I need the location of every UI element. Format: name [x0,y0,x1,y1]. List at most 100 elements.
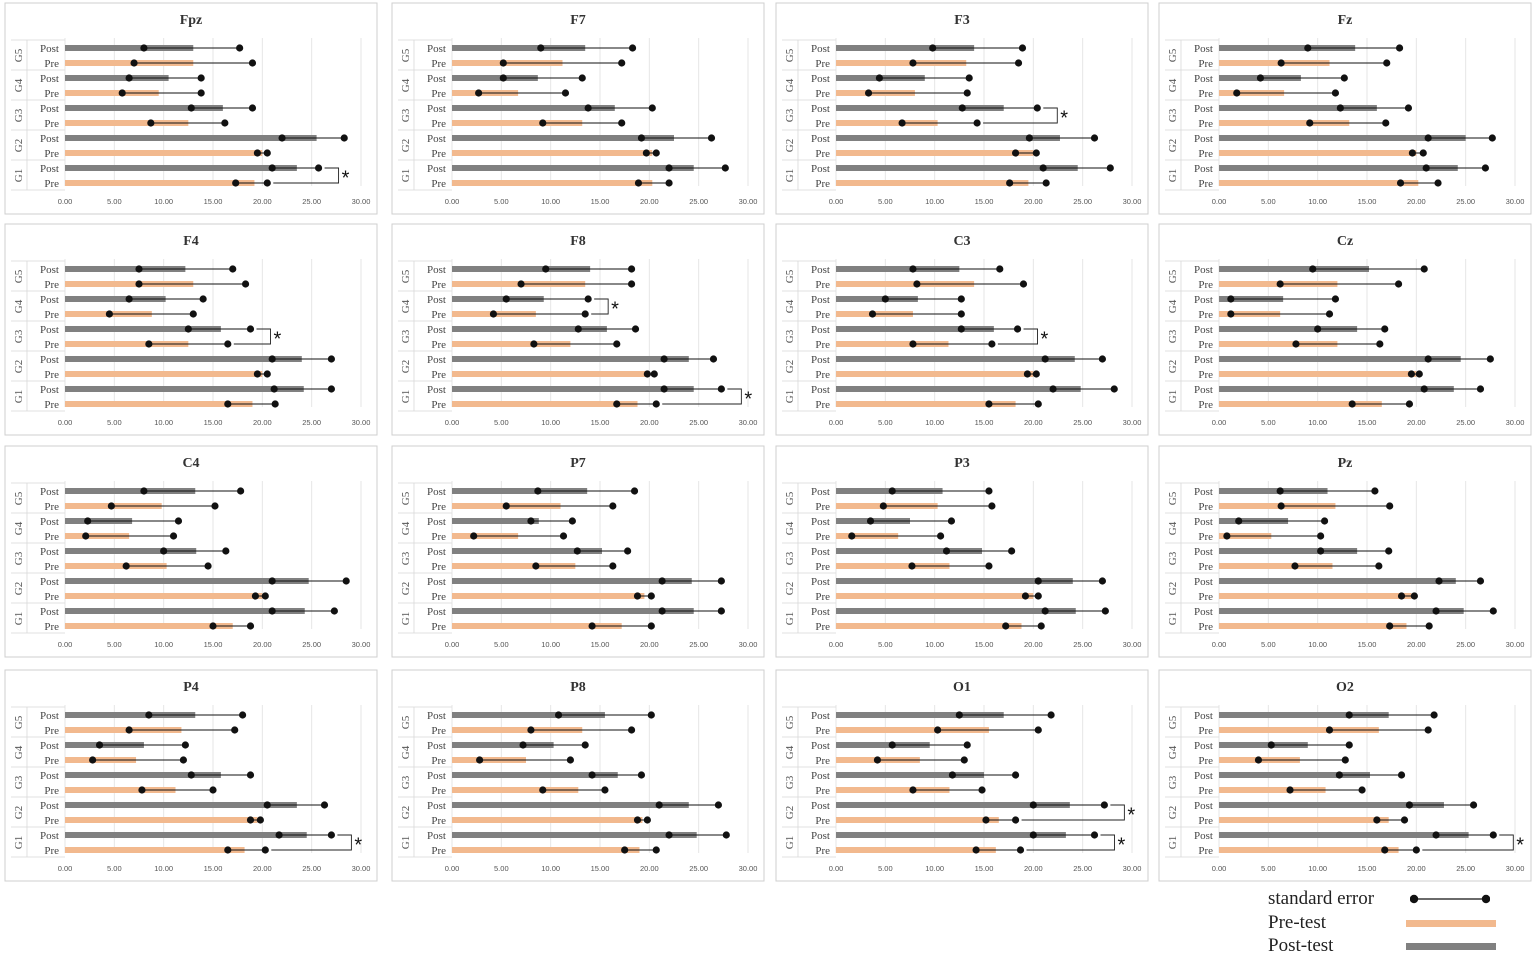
row-label-pre: Pre [815,339,830,351]
error-dot-high-pre [261,592,269,600]
x-tick-label: 30.00 [352,418,371,427]
row-label-pre: Pre [431,339,446,351]
row-label-pre: Pre [815,815,830,827]
row-label-post: Post [40,384,59,396]
row-label-pre: Pre [44,501,59,513]
group-label: G1 [13,612,25,625]
group-label: G3 [400,329,412,343]
error-dot-high-pre [650,370,658,378]
row-label-post: Post [427,740,446,752]
bar-pre-g3 [452,120,583,126]
row-label-post: Post [811,103,830,115]
error-dot-high-pre [581,310,589,318]
error-dot-low-post [655,801,663,809]
group-label: G4 [784,78,796,92]
x-tick-label: 15.00 [1358,197,1377,206]
x-tick-label: 0.00 [58,197,73,206]
row-label-pre: Pre [44,309,59,321]
error-dot-high-post [996,265,1004,273]
x-tick-label: 10.00 [925,197,944,206]
error-dot-high-pre [1394,280,1403,288]
x-tick-label: 25.00 [1456,864,1475,873]
row-label-post: Post [811,710,830,722]
x-tick-label: 25.00 [689,197,708,206]
error-dot-high-post [1395,44,1404,52]
error-dot-low-pre [868,310,877,318]
bar-post-g3 [1219,772,1370,778]
error-dot-low-pre [1233,89,1241,97]
bar-pre-g5 [65,727,182,733]
panel-title: O2 [1336,680,1354,695]
row-label-post: Post [811,324,830,336]
error-dot-low-pre [1006,179,1014,187]
error-dot-high-pre [618,119,626,127]
error-dot-low-pre [1277,59,1285,67]
error-dot-low-post [1256,74,1265,82]
significance-star: * [1041,329,1049,351]
error-dot-high-pre [1434,179,1442,187]
row-label-pre: Pre [1198,88,1213,100]
row-label-pre: Pre [431,309,446,321]
error-dot-low-post [268,164,276,172]
row-label-post: Post [811,264,830,276]
row-label-pre: Pre [1198,399,1213,411]
row-label-pre: Pre [1198,621,1213,633]
row-label-pre: Pre [44,148,59,160]
group-label: G4 [1167,521,1179,535]
error-dot-high-post [985,487,993,495]
row-label-post: Post [40,324,59,336]
error-dot-low-pre [1348,400,1356,408]
group-label: G4 [1167,745,1179,759]
error-dot-low-pre [1306,119,1314,127]
error-dot-low-pre [613,400,621,408]
x-tick-label: 30.00 [352,197,371,206]
bar-post-g5 [452,488,588,494]
row-label-pre: Pre [44,561,59,573]
group-label: G5 [1167,715,1179,729]
error-dot-high-pre [1405,400,1414,408]
row-label-post: Post [1194,710,1213,722]
error-dot-low-post [888,487,896,495]
error-dot-low-pre [209,622,217,630]
group-label: G5 [400,491,412,505]
bar-pre-g2 [452,150,653,156]
bar-post-g1 [65,608,305,614]
error-dot-low-pre [118,89,126,97]
row-label-pre: Pre [431,399,446,411]
bar-post-g1 [1219,165,1458,171]
error-dot-high-post [1320,517,1329,525]
error-dot-high-pre [618,59,626,67]
error-dot-low-post [140,487,148,495]
error-dot-low-pre [633,592,642,600]
error-dot-high-post [581,741,589,749]
bar-post-g1 [452,832,697,838]
bar-post-g4 [65,75,169,81]
error-dot-high-post [199,295,207,303]
x-tick-label: 5.00 [1261,640,1276,649]
error-dot-low-post [187,771,195,779]
error-dot-high-post [584,295,592,303]
group-label: G4 [400,78,412,92]
row-label-post: Post [427,384,446,396]
error-dot-high-pre [1424,726,1432,734]
error-dot-low-pre [224,400,232,408]
error-dot-low-post [268,577,276,585]
group-label: G2 [1167,582,1179,595]
row-label-post: Post [811,576,830,588]
x-tick-label: 15.00 [975,418,994,427]
bar-post-g3 [452,105,615,111]
panel-title: P7 [570,456,586,471]
x-tick-label: 10.00 [541,864,560,873]
x-tick-label: 20.00 [1407,864,1426,873]
error-dot-low-post [135,265,143,273]
error-dot-high-pre [248,59,257,67]
panel-title: P4 [183,680,199,695]
x-tick-label: 30.00 [1506,640,1525,649]
error-dot-low-pre [502,502,510,510]
error-dot-low-pre [909,59,917,67]
error-dot-low-pre [253,149,261,157]
error-dot-low-pre [539,119,547,127]
error-dot-low-post [1025,134,1033,142]
error-dot-high-pre [1415,370,1423,378]
row-label-post: Post [427,710,446,722]
